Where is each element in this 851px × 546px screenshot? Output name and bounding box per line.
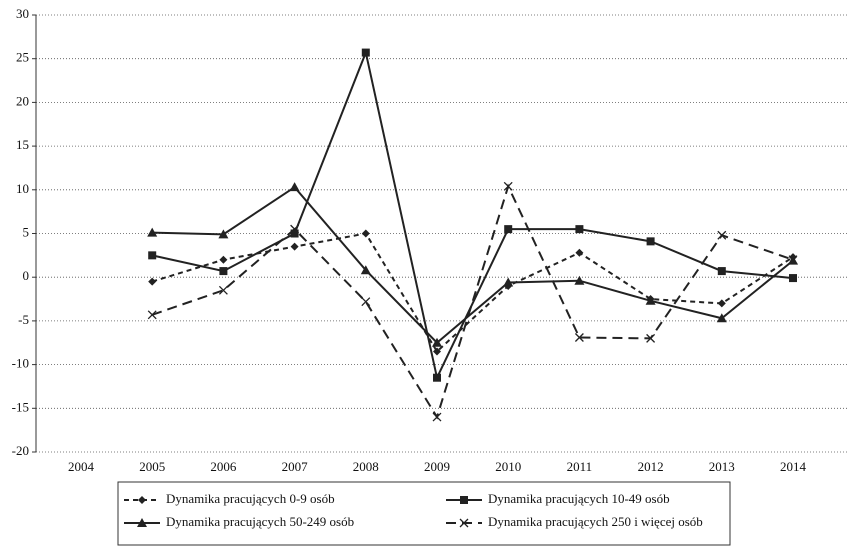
x-tick-label: 2010 — [495, 459, 521, 474]
y-tick-label: 25 — [16, 50, 29, 65]
point — [290, 229, 299, 238]
point — [645, 295, 656, 305]
point — [646, 333, 656, 343]
point — [574, 275, 585, 285]
point — [433, 347, 441, 356]
x-tick-label: 2014 — [780, 459, 807, 474]
point — [147, 227, 158, 237]
point — [788, 255, 798, 265]
legend-label: Dynamika pracujących 10-49 osób — [488, 491, 670, 506]
point — [360, 265, 371, 275]
series-line — [151, 232, 794, 354]
point — [147, 310, 157, 320]
x-tick-label: 2004 — [68, 459, 95, 474]
point — [148, 277, 157, 286]
point — [361, 48, 370, 57]
x-tick-label: 2012 — [638, 459, 664, 474]
y-tick-label: 30 — [16, 6, 29, 21]
point — [646, 237, 655, 246]
y-tick-label: 20 — [16, 93, 29, 108]
legend-label: Dynamika pracujących 250 i więcej osób — [488, 514, 703, 529]
point — [789, 274, 797, 283]
x-tick-label: 2011 — [567, 459, 593, 474]
point — [219, 267, 228, 276]
legend-box — [117, 481, 731, 546]
point — [460, 496, 468, 504]
y-tick-label: 10 — [16, 181, 29, 196]
point — [716, 313, 727, 323]
point — [289, 182, 300, 192]
x-tick-label: 2005 — [139, 459, 165, 474]
y-tick-label: -15 — [12, 399, 29, 414]
point — [432, 412, 442, 422]
y-tick-label: -10 — [12, 356, 29, 371]
series-line — [151, 49, 794, 381]
point — [575, 248, 584, 257]
point — [717, 267, 726, 276]
legend-label: Dynamika pracujących 0-9 osób — [166, 491, 335, 506]
point — [361, 297, 371, 307]
point — [503, 277, 514, 287]
y-tick-label: 15 — [16, 137, 29, 152]
point — [717, 299, 726, 308]
point — [433, 373, 441, 382]
y-tick-label: 0 — [23, 268, 30, 283]
point — [218, 229, 229, 239]
point — [459, 518, 469, 528]
point — [218, 285, 228, 295]
point — [137, 518, 147, 527]
x-tick-label: 2006 — [210, 459, 237, 474]
point — [574, 333, 584, 342]
x-tick-label: 2007 — [282, 459, 309, 474]
series-line — [152, 185, 794, 345]
point — [432, 337, 442, 347]
point — [575, 225, 584, 234]
point — [138, 496, 146, 504]
point — [503, 181, 513, 191]
point — [148, 251, 157, 260]
point — [290, 224, 300, 234]
legend-label: Dynamika pracujących 50-249 osób — [166, 514, 354, 529]
x-tick-label: 2008 — [353, 459, 379, 474]
y-tick-label: -5 — [18, 312, 29, 327]
point — [219, 255, 228, 264]
y-tick-label: -20 — [12, 443, 29, 458]
point — [504, 225, 513, 234]
x-tick-label: 2009 — [424, 459, 450, 474]
point — [717, 230, 727, 240]
point — [361, 229, 370, 238]
x-tick-label: 2013 — [709, 459, 735, 474]
series-line — [151, 183, 794, 420]
point — [290, 242, 299, 251]
y-tick-label: 5 — [23, 224, 30, 239]
